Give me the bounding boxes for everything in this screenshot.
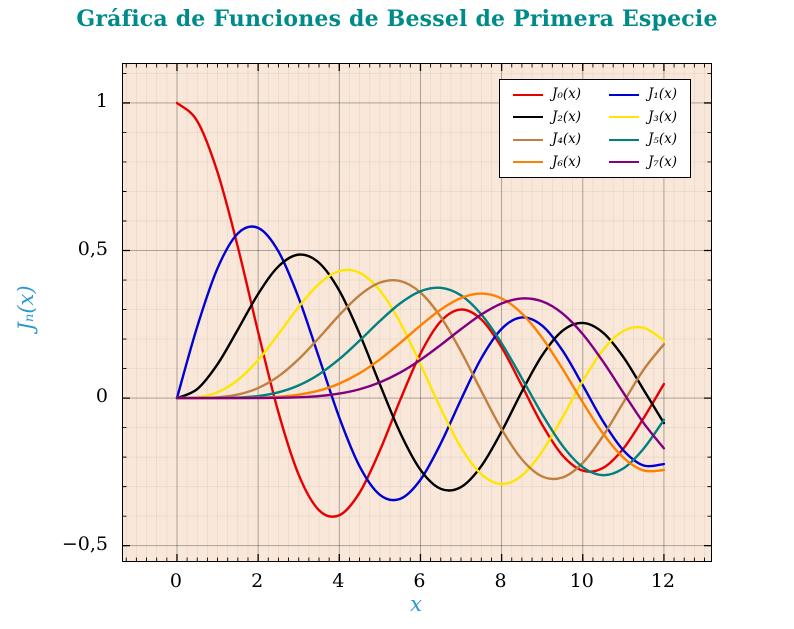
legend-item: J₄(x) bbox=[513, 131, 582, 147]
x-tick-label: 8 bbox=[494, 570, 507, 592]
legend-item: J₇(x) bbox=[609, 153, 677, 170]
legend-item: J₃(x) bbox=[609, 108, 677, 125]
legend-item: J₆(x) bbox=[513, 153, 582, 170]
y-tick-label: −0,5 bbox=[61, 532, 108, 555]
x-tick-label: 2 bbox=[251, 570, 264, 592]
x-axis-label: x bbox=[410, 592, 422, 616]
legend-line-swatch bbox=[513, 116, 544, 119]
x-tick-label: 10 bbox=[569, 570, 594, 592]
x-tick-label: 6 bbox=[413, 570, 426, 592]
legend-label: J₁(x) bbox=[648, 86, 677, 102]
legend: J₀(x) J₁(x) J₂(x) J₃(x) J₄(x) J₅(x) J₆(x) J₇(x) bbox=[499, 79, 691, 178]
legend-item: J₂(x) bbox=[513, 108, 582, 125]
legend-label: J₃(x) bbox=[648, 108, 677, 125]
x-tick-label: 0 bbox=[169, 570, 183, 592]
legend-label: J₂(x) bbox=[552, 108, 582, 125]
y-tick-label: 0 bbox=[95, 385, 108, 408]
legend-label: J₄(x) bbox=[552, 131, 582, 147]
x-tick-label: 12 bbox=[650, 570, 676, 592]
legend-label: J₀(x) bbox=[552, 86, 582, 102]
legend-line-swatch bbox=[513, 161, 544, 164]
legend-item: J₀(x) bbox=[513, 86, 582, 102]
x-tick-label: 4 bbox=[332, 570, 345, 592]
legend-label: J₅(x) bbox=[648, 131, 677, 147]
legend-line-swatch bbox=[609, 161, 640, 164]
legend-line-swatch bbox=[609, 116, 640, 119]
y-tick-label: 1 bbox=[95, 89, 108, 112]
legend-line-swatch bbox=[513, 93, 544, 96]
legend-line-swatch bbox=[609, 93, 640, 96]
legend-label: J₇(x) bbox=[648, 153, 677, 170]
y-axis-label: Jₙ(x) bbox=[14, 285, 38, 331]
plot-area: J₀(x) J₁(x) J₂(x) J₃(x) J₄(x) J₅(x) J₆(x) J₇(x) bbox=[122, 63, 712, 562]
legend-item: J₁(x) bbox=[609, 86, 677, 102]
chart-title: Gráfica de Funciones de Bessel de Primer… bbox=[76, 6, 718, 32]
y-tick-label: 0,5 bbox=[77, 237, 108, 260]
legend-label: J₆(x) bbox=[552, 153, 582, 170]
legend-line-swatch bbox=[513, 138, 544, 141]
legend-item: J₅(x) bbox=[609, 131, 677, 147]
legend-line-swatch bbox=[609, 138, 640, 141]
